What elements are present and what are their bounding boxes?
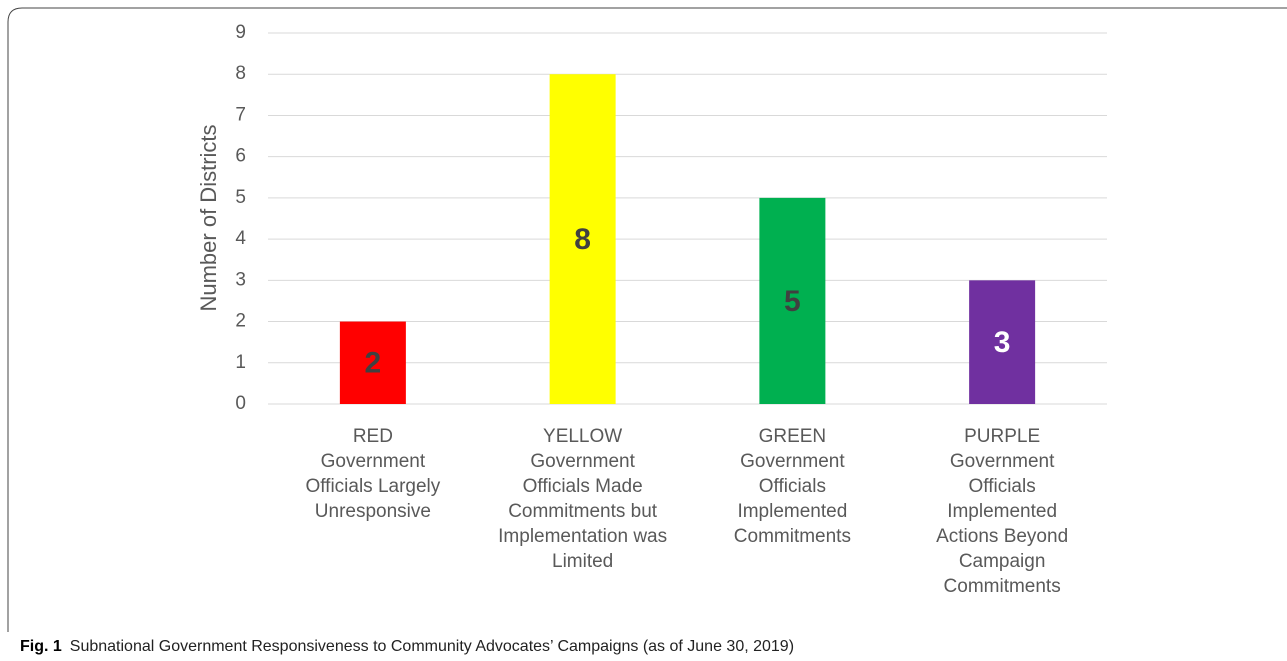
caption-label: Fig. 1: [20, 638, 62, 655]
value-label: 8: [574, 223, 591, 256]
bar: [759, 197, 826, 404]
bar: [339, 321, 406, 404]
value-label: 5: [784, 285, 801, 318]
bar: [969, 280, 1036, 404]
value-label: 3: [994, 326, 1011, 359]
x-tick-label: YELLOW Government Officials Made Commitment…: [498, 426, 667, 572]
value-label: 2: [365, 347, 382, 380]
y-tick-label: 3: [235, 269, 246, 290]
x-tick-label: GREEN Government Officials Implemented Commi…: [734, 426, 851, 547]
x-tick-label: RED Government Officials Largely Unresponsi…: [305, 426, 440, 522]
y-tick-label: 7: [235, 104, 246, 125]
y-tick-label: 0: [235, 393, 246, 414]
y-tick-label: 5: [235, 187, 246, 208]
y-axis-label: Number of Districts: [196, 124, 221, 311]
y-tick-label: 9: [235, 22, 246, 43]
bar: [549, 74, 616, 404]
frame: [7, 7, 1287, 632]
caption: Fig. 1 Subnational Government Responsiven…: [20, 638, 794, 655]
x-tick-label: PURPLE Government Officials Implemented Acti…: [936, 426, 1068, 597]
caption-text: Subnational Government Responsiveness to…: [70, 638, 794, 655]
y-tick-label: 1: [235, 352, 246, 373]
y-tick-label: 2: [235, 311, 246, 332]
y-tick-label: 4: [235, 228, 246, 249]
y-tick-label: 6: [235, 146, 246, 167]
y-tick-label: 8: [235, 63, 246, 84]
